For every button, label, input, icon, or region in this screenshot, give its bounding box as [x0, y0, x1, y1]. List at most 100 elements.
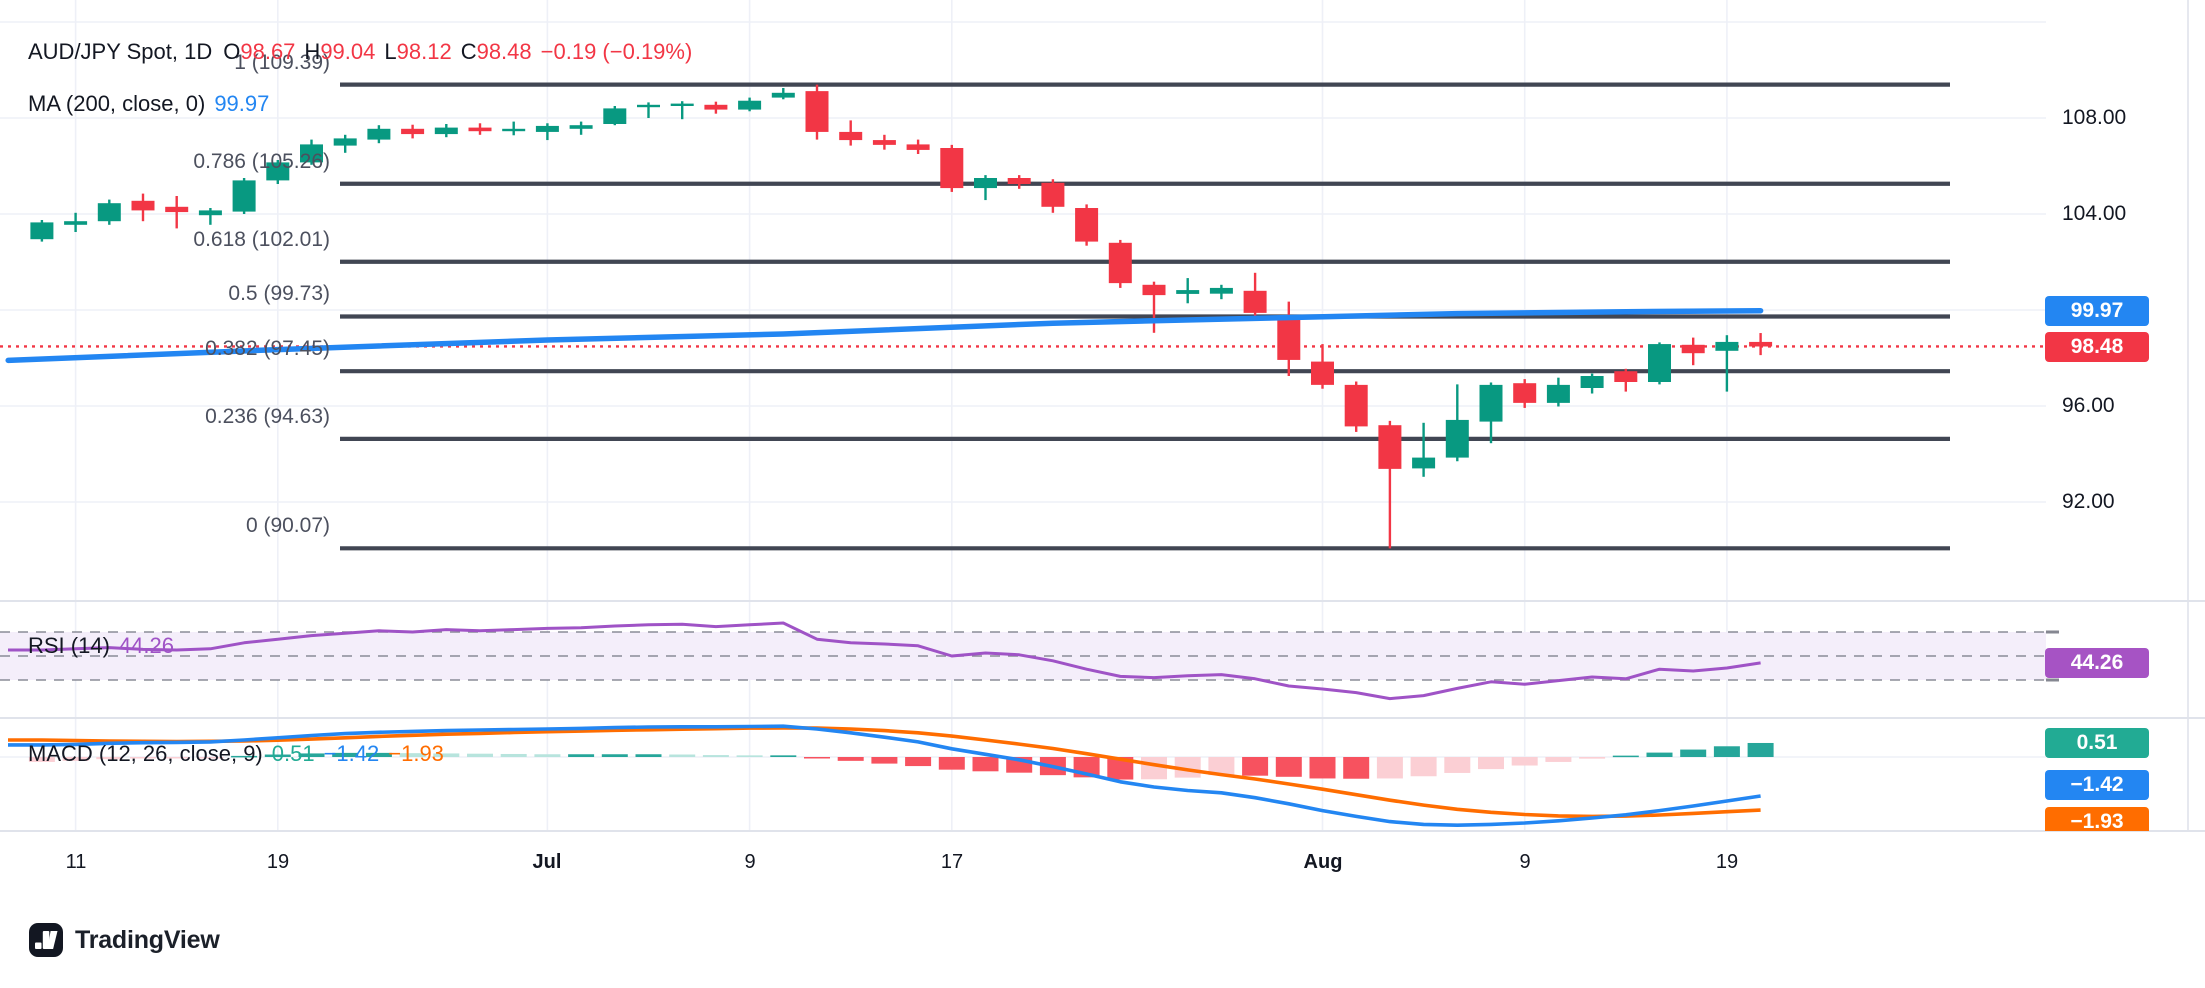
candle[interactable]: [1412, 422, 1436, 477]
pane-separators[interactable]: [0, 0, 2205, 832]
candle[interactable]: [198, 208, 222, 225]
macd-histogram-bar[interactable]: [130, 757, 156, 759]
candle[interactable]: [1311, 344, 1334, 389]
candle[interactable]: [1277, 301, 1301, 376]
candle[interactable]: [97, 199, 121, 225]
macd-histogram-bar[interactable]: [96, 757, 123, 760]
fibonacci-lines[interactable]: [340, 82, 1950, 551]
candle[interactable]: [1749, 333, 1773, 356]
macd-histogram-bar[interactable]: [601, 754, 628, 757]
macd-histogram-bar[interactable]: [332, 752, 359, 757]
ma200-line[interactable]: [5, 307, 1764, 364]
macd-histogram-bar[interactable]: [938, 757, 965, 770]
candle[interactable]: [300, 139, 323, 165]
macd-histogram-bar[interactable]: [1444, 757, 1471, 773]
macd-line-badge[interactable]: −1.42: [2045, 770, 2149, 800]
macd-histogram-bar[interactable]: [770, 755, 797, 757]
candle[interactable]: [535, 123, 559, 141]
macd-hist-badge[interactable]: 0.51: [2045, 728, 2149, 758]
macd-histogram-bar[interactable]: [433, 753, 460, 757]
candle[interactable]: [839, 120, 863, 146]
macd-histogram-bar[interactable]: [1275, 757, 1302, 777]
candle[interactable]: [1445, 384, 1469, 462]
macd-histogram-bar[interactable]: [231, 755, 258, 758]
macd-histogram-bar[interactable]: [500, 753, 527, 757]
candlestick-series[interactable]: [30, 84, 1773, 549]
macd-histogram-bar[interactable]: [399, 753, 426, 757]
candle[interactable]: [940, 144, 964, 192]
candle[interactable]: [64, 212, 88, 232]
candle[interactable]: [1108, 239, 1132, 288]
macd-histogram-bar[interactable]: [1309, 757, 1336, 779]
candle[interactable]: [1209, 284, 1233, 300]
macd-signal-line[interactable]: [8, 726, 1761, 819]
candle[interactable]: [1513, 379, 1537, 408]
macd-histogram-bar[interactable]: [736, 755, 763, 757]
candle[interactable]: [1176, 278, 1200, 304]
candle[interactable]: [1142, 281, 1166, 333]
macd-histogram-bar[interactable]: [264, 754, 291, 757]
macd-histogram-bar[interactable]: [1478, 757, 1504, 770]
last-price-badge[interactable]: 98.48: [2045, 332, 2149, 362]
macd-histogram-bar[interactable]: [365, 752, 392, 757]
macd-histogram-bar[interactable]: [467, 753, 493, 757]
candle[interactable]: [1243, 272, 1267, 317]
candle[interactable]: [165, 196, 189, 229]
candle[interactable]: [1041, 179, 1065, 213]
macd-line[interactable]: [8, 724, 1761, 828]
candle[interactable]: [670, 101, 694, 120]
macd-histogram-bar[interactable]: [534, 754, 561, 757]
macd-histogram-bar[interactable]: [669, 754, 696, 757]
candle[interactable]: [1479, 382, 1503, 444]
macd-histogram-bar[interactable]: [1579, 757, 1606, 759]
tradingview-logo[interactable]: TradingView: [28, 922, 220, 958]
candle[interactable]: [401, 124, 425, 139]
macd-histogram-bar[interactable]: [871, 757, 898, 764]
macd-histogram-bar[interactable]: [298, 753, 325, 757]
candle[interactable]: [266, 160, 290, 184]
macd-histogram-bar[interactable]: [1511, 757, 1538, 766]
candle[interactable]: [906, 139, 930, 154]
candle[interactable]: [1715, 335, 1739, 392]
candle[interactable]: [131, 193, 155, 222]
macd-histogram[interactable]: [28, 742, 1774, 780]
symbol-title[interactable]: AUD/JPY Spot, 1D: [28, 39, 213, 64]
macd-histogram-bar[interactable]: [1713, 746, 1740, 757]
ma-legend-row[interactable]: MA (200, close, 0) 99.97: [28, 92, 269, 116]
candle[interactable]: [1378, 420, 1402, 549]
macd-histogram-bar[interactable]: [197, 757, 224, 759]
macd-histogram-bar[interactable]: [1376, 757, 1403, 779]
macd-histogram-bar[interactable]: [702, 755, 729, 757]
macd-histogram-bar[interactable]: [1107, 757, 1134, 780]
candle[interactable]: [1075, 204, 1099, 246]
candle[interactable]: [1614, 368, 1638, 392]
candle[interactable]: [872, 134, 896, 150]
candle[interactable]: [603, 106, 627, 126]
macd-histogram-bar[interactable]: [28, 757, 55, 762]
macd-histogram-bar[interactable]: [1242, 757, 1269, 776]
candle[interactable]: [771, 88, 795, 100]
candle[interactable]: [367, 125, 391, 144]
candle[interactable]: [30, 220, 54, 242]
candle[interactable]: [569, 121, 593, 135]
macd-histogram-bar[interactable]: [635, 754, 662, 757]
macd-histogram-bar[interactable]: [1612, 755, 1639, 758]
macd-histogram-bar[interactable]: [62, 757, 89, 761]
candle[interactable]: [738, 97, 762, 112]
macd-histogram-bar[interactable]: [1545, 757, 1572, 762]
macd-histogram-bar[interactable]: [905, 757, 932, 767]
candle[interactable]: [704, 101, 728, 114]
macd-histogram-bar[interactable]: [568, 754, 595, 757]
macd-histogram-bar[interactable]: [1747, 742, 1774, 757]
ma-price-badge[interactable]: 99.97: [2045, 296, 2149, 326]
rsi-legend-row[interactable]: RSI (14) 44.26: [28, 634, 174, 658]
macd-histogram-bar[interactable]: [804, 757, 830, 759]
candle[interactable]: [1580, 373, 1604, 394]
candle[interactable]: [1007, 175, 1031, 189]
macd-histogram-bar[interactable]: [163, 757, 190, 759]
candle[interactable]: [1681, 337, 1705, 366]
candle[interactable]: [974, 175, 997, 201]
candle[interactable]: [434, 124, 458, 138]
macd-histogram-bar[interactable]: [1208, 757, 1235, 776]
